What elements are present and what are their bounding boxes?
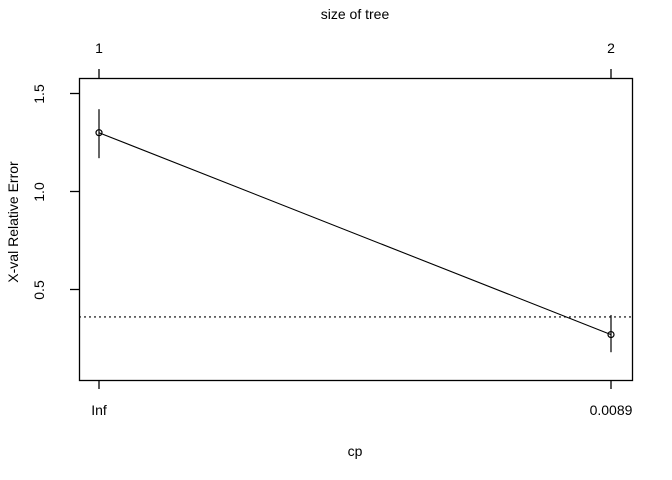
- chart-title: size of tree: [320, 6, 390, 22]
- top-axis-tick-label: 1: [95, 40, 103, 56]
- top-axis-tick-label: 2: [607, 40, 615, 56]
- data-point-marker: [95, 129, 103, 137]
- y-axis-tick-label: 1.5: [31, 83, 47, 104]
- plot-box: [78, 77, 634, 382]
- series-line: [98, 132, 612, 336]
- y-axis-tick-label: 0.5: [31, 279, 47, 300]
- x-axis-label: cp: [347, 443, 363, 459]
- y-axis-tick-label: 1.0: [31, 181, 47, 202]
- data-point-marker: [607, 330, 615, 339]
- y-axis-label: X-val Relative Error: [5, 161, 21, 283]
- bottom-axis-tick-label: 0.0089: [589, 402, 633, 418]
- bottom-axis-tick-label: Inf: [91, 402, 107, 418]
